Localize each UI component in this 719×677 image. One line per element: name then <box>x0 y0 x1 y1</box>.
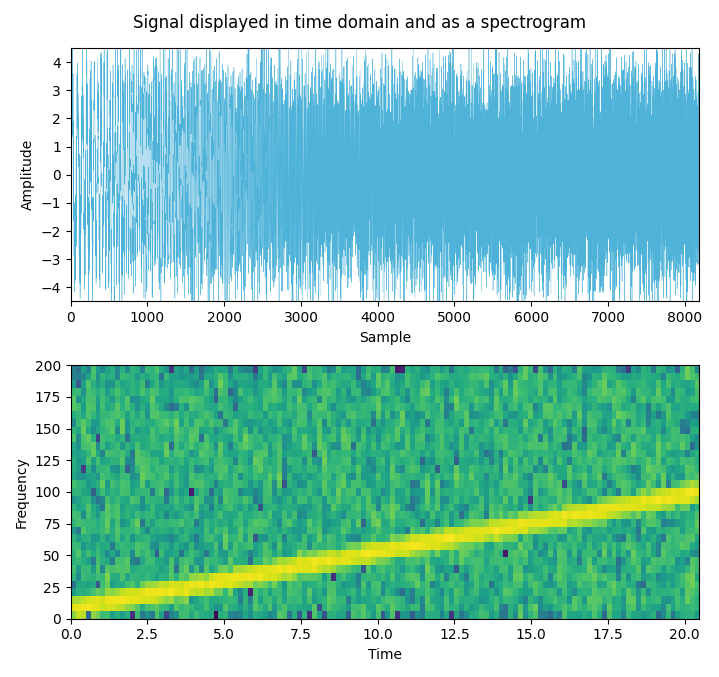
Y-axis label: Amplitude: Amplitude <box>21 139 35 211</box>
Y-axis label: Frequency: Frequency <box>15 456 29 528</box>
X-axis label: Sample: Sample <box>359 331 411 345</box>
X-axis label: Time: Time <box>368 648 402 662</box>
Text: Signal displayed in time domain and as a spectrogram: Signal displayed in time domain and as a… <box>133 14 586 32</box>
